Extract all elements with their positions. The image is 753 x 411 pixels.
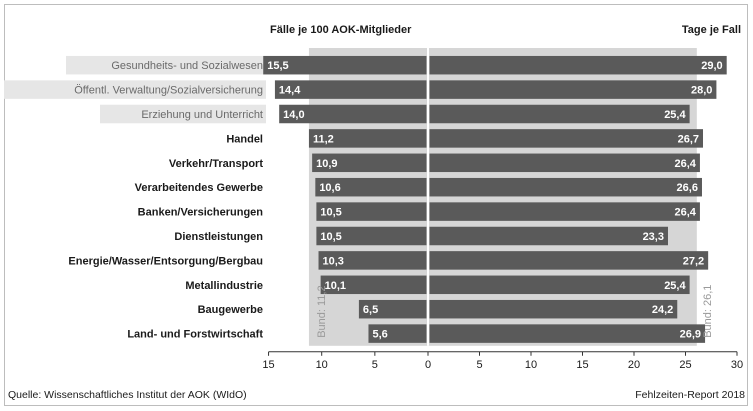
right-bar-value-label: 27,2	[683, 255, 704, 267]
right-bar	[429, 251, 709, 270]
category-label: Land- und Forstwirtschaft	[127, 329, 263, 341]
right-bar-value-label: 26,6	[677, 182, 698, 194]
category-highlight	[66, 55, 266, 75]
x-axis-tick-label: 10	[316, 359, 328, 371]
left-bar	[315, 177, 427, 197]
x-axis-tick-label: 10	[525, 359, 537, 371]
category-highlight	[4, 80, 266, 99]
left-bar-value-label: 11,2	[313, 133, 334, 145]
left-bar	[316, 202, 427, 221]
left-bar-value-label: 10,9	[316, 158, 337, 170]
category-label: Verarbeitendes Gewerbe	[135, 182, 263, 194]
right-axis-header: Tage je Fall	[681, 24, 741, 36]
category-label: Gesundheits- und Sozialwesen	[111, 60, 263, 72]
category-label: Öffentl. Verwaltung/Sozialversicherung	[74, 85, 263, 97]
x-axis-tick-label: 25	[679, 359, 691, 371]
category-label: Handel	[226, 133, 263, 145]
right-bar-value-label: 25,4	[664, 280, 686, 292]
category-label: Metallindustrie	[185, 280, 263, 292]
right-bar-value-label: 24,2	[652, 304, 673, 316]
left-bar-value-label: 10,3	[323, 255, 344, 267]
right-bar-value-label: 26,7	[678, 133, 699, 145]
left-bar	[263, 55, 427, 75]
source-note: Quelle: Wissenschaftliches Institut der …	[8, 389, 247, 401]
report-note: Fehlzeiten-Report 2018	[635, 389, 745, 401]
right-bar-value-label: 29,0	[701, 60, 722, 72]
left-bar-value-label: 14,0	[283, 109, 304, 121]
category-label: Banken/Versicherungen	[138, 207, 264, 219]
category-label: Baugewerbe	[198, 304, 263, 316]
reference-label-right: Bund: 26,1	[702, 285, 714, 338]
left-bar-value-label: 10,1	[325, 280, 346, 292]
left-bar	[358, 299, 427, 319]
reference-label-left: Bund: 11,2	[316, 285, 328, 337]
left-bar-value-label: 10,5	[320, 231, 341, 243]
category-label: Verkehr/Transport	[169, 158, 263, 170]
right-bar	[429, 153, 700, 173]
left-bar	[318, 251, 427, 270]
left-bar	[316, 226, 427, 246]
left-bar	[308, 129, 427, 148]
left-bar-value-label: 5,6	[372, 329, 387, 341]
right-bar	[429, 226, 668, 246]
left-bar	[274, 80, 427, 99]
x-axis-tick-label: 5	[476, 359, 482, 371]
left-bar-value-label: 6,5	[363, 304, 378, 316]
x-axis-tick-label: 15	[262, 359, 274, 371]
left-bar	[312, 153, 427, 173]
category-highlight	[100, 104, 266, 124]
category-label: Dienstleistungen	[174, 231, 263, 243]
right-bar	[429, 80, 717, 99]
left-axis-header: Fälle je 100 AOK-Mitglieder	[270, 24, 412, 36]
x-axis-tick-label: 20	[628, 359, 640, 371]
left-bar-value-label: 10,5	[320, 207, 341, 219]
right-bar	[429, 202, 700, 221]
left-bar	[368, 324, 427, 343]
right-bar	[429, 129, 704, 148]
x-axis-tick-label: 0	[425, 359, 431, 371]
category-label: Erziehung und Unterricht	[141, 109, 263, 121]
right-bar-value-label: 23,3	[643, 231, 664, 243]
right-bar-value-label: 28,0	[691, 85, 712, 97]
right-bar	[429, 177, 702, 197]
right-bar-value-label: 26,4	[674, 207, 696, 219]
chart-frame	[4, 4, 748, 406]
left-bar	[320, 275, 427, 295]
right-bar	[429, 275, 690, 295]
left-bar	[279, 104, 427, 124]
right-bar-value-label: 25,4	[664, 109, 686, 121]
right-bar	[429, 104, 690, 124]
x-axis-tick-label: 30	[731, 359, 743, 371]
right-bar	[429, 324, 706, 343]
category-label: Energie/Wasser/Entsorgung/Bergbau	[68, 255, 263, 267]
x-axis-tick-label: 15	[576, 359, 588, 371]
right-bar	[429, 299, 678, 319]
right-bar-value-label: 26,9	[680, 329, 701, 341]
right-bar	[429, 55, 727, 75]
x-axis-tick-label: 5	[372, 359, 378, 371]
left-bar-value-label: 14,4	[279, 85, 301, 97]
left-bar-value-label: 15,5	[267, 60, 288, 72]
right-bar-value-label: 26,4	[674, 158, 696, 170]
left-bar-value-label: 10,6	[319, 182, 340, 194]
